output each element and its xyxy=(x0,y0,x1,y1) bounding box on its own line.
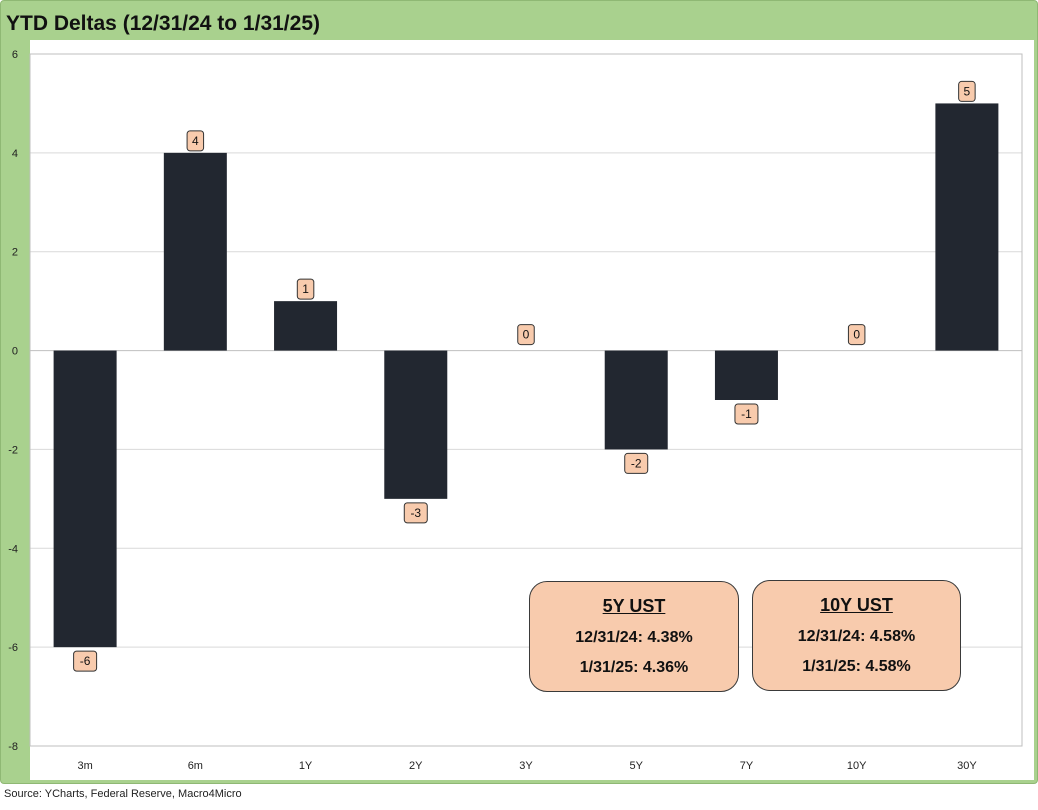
x-tick-label: 3Y xyxy=(519,760,533,772)
bar xyxy=(384,350,448,499)
bar xyxy=(274,301,338,351)
callout-10y-line2: 1/31/25: 4.58% xyxy=(802,658,911,675)
x-tick-label: 7Y xyxy=(740,760,754,772)
x-tick-label: 1Y xyxy=(299,760,313,772)
data-labels: -6 4 1 -3 0 -2 -1 0 5 xyxy=(73,80,976,672)
y-tick-label: -6 xyxy=(8,642,18,654)
data-label-box xyxy=(734,403,759,425)
callout-10y-title: 10Y UST xyxy=(820,595,893,615)
callout-5y-line2: 1/31/25: 4.36% xyxy=(579,659,689,676)
y-tick-label: 2 xyxy=(12,247,18,259)
callout-5y-ust: 5Y UST 12/31/24: 4.38% 1/31/25: 4.36% xyxy=(529,581,739,692)
data-label: -6 xyxy=(80,654,91,668)
data-label: -3 xyxy=(410,506,421,520)
y-tick-label: -8 xyxy=(8,741,18,753)
y-axis: 6 4 2 0 -2 -4 -6 -8 xyxy=(8,49,18,753)
data-label-box xyxy=(958,80,976,102)
bar xyxy=(53,350,117,648)
x-tick-label: 30Y xyxy=(957,760,977,772)
bar-series xyxy=(53,103,999,648)
y-tick-label: 6 xyxy=(12,49,18,61)
data-label: -1 xyxy=(741,407,752,421)
x-tick-label: 5Y xyxy=(629,760,643,772)
data-label-box xyxy=(73,650,98,672)
chart-title: YTD Deltas (12/31/24 to 1/31/25) xyxy=(6,12,320,35)
x-tick-label: 6m xyxy=(188,760,203,772)
data-label-box xyxy=(517,324,535,346)
data-label: 0 xyxy=(853,328,860,342)
y-tick-label: -4 xyxy=(8,543,18,555)
y-tick-label: 0 xyxy=(12,346,18,358)
y-tick-label: 4 xyxy=(12,148,18,160)
callout-5y-line1: 12/31/24: 4.38% xyxy=(575,629,693,646)
data-label: 4 xyxy=(192,134,199,148)
callout-10y-line1: 12/31/24: 4.58% xyxy=(797,628,916,645)
data-label-box xyxy=(403,502,428,524)
data-label-box xyxy=(847,324,866,346)
plot-border xyxy=(29,53,1023,747)
data-label: 5 xyxy=(964,84,971,98)
bar xyxy=(935,103,999,351)
data-label: -2 xyxy=(631,456,642,470)
x-tick-label: 3m xyxy=(77,760,92,772)
callout-5y-title: 5Y UST xyxy=(602,596,666,616)
bar xyxy=(163,152,227,351)
x-tick-label: 2Y xyxy=(409,760,423,772)
data-label-box xyxy=(624,452,649,474)
data-label-box xyxy=(186,130,205,152)
callout-10y-ust: 10Y UST 12/31/24: 4.58% 1/31/25: 4.58% xyxy=(752,580,961,691)
data-label-box xyxy=(296,278,315,300)
bar xyxy=(714,350,778,400)
bar xyxy=(604,350,668,450)
x-tick-label: 10Y xyxy=(847,760,867,772)
data-label: 1 xyxy=(302,282,309,296)
data-label: 0 xyxy=(523,328,530,342)
x-axis: 3m 6m 1Y 2Y 3Y 5Y 7Y 10Y 30Y xyxy=(77,760,977,772)
source-note: Source: YCharts, Federal Reserve, Macro4… xyxy=(4,788,242,800)
y-tick-label: -2 xyxy=(8,444,18,456)
